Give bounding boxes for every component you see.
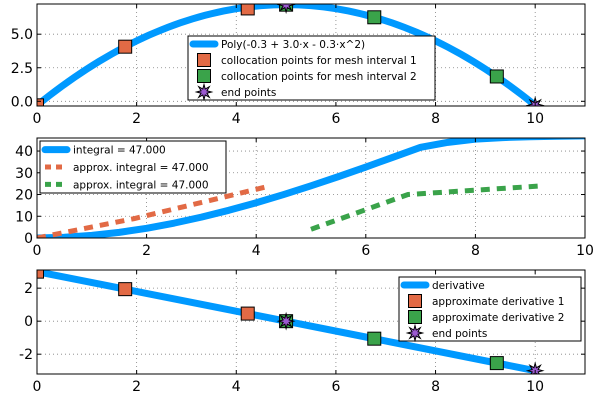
legend-marker-swatch	[197, 53, 211, 67]
y-tick-label: 20	[15, 188, 33, 204]
axes-frame	[36, 137, 586, 239]
y-tick-label: 0.0	[11, 94, 33, 110]
data-point-marker	[489, 69, 504, 84]
data-point-marker	[118, 282, 133, 297]
plot-area	[37, 4, 545, 106]
x-tick-label: 4	[232, 111, 241, 127]
x-tick-label: 0	[33, 379, 42, 395]
legend-box	[187, 35, 436, 101]
legend-label: approximate derivative 1	[432, 296, 564, 308]
legend-label: integral = 47.000	[73, 145, 166, 157]
data-point-marker	[37, 270, 44, 279]
data-point-marker	[240, 4, 255, 16]
x-tick-label: 2	[142, 243, 151, 259]
x-tick-label: 2	[132, 111, 141, 127]
y-tick-label: 0	[24, 231, 33, 247]
x-tick-label: 8	[471, 243, 480, 259]
y-tick-label: 5.0	[11, 27, 33, 43]
legend: Poly(-0.3 + 3.0⋅x - 0.3⋅x^2) collocation …	[187, 35, 436, 102]
end-point-marker	[525, 95, 545, 106]
x-tick-label: 0	[33, 243, 42, 259]
y-tick-label: 0	[24, 314, 33, 330]
x-tick-label: 6	[331, 379, 340, 395]
x-tick-label: 2	[132, 379, 141, 395]
y-tick-label: 40	[15, 144, 33, 160]
legend-marker-swatch	[197, 69, 211, 83]
x-tick-label: 10	[576, 243, 594, 259]
plot-area	[37, 270, 545, 374]
end-point-marker	[276, 311, 296, 331]
legend-label: collocation points for mesh interval 2	[221, 71, 417, 83]
legend-label: approx. integral = 47.000	[73, 162, 209, 174]
data-point-marker	[489, 356, 504, 371]
x-tick-label: 6	[361, 243, 370, 259]
panel-integral: 0 2 4 6 8 10 0 10 20 30 40 integral = 47.000 approx.…	[15, 137, 594, 259]
x-tick-label: 4	[252, 243, 261, 259]
data-point-marker	[367, 10, 382, 25]
data-point-marker	[367, 331, 382, 346]
x-tick-label: 10	[526, 379, 544, 395]
series-line-1	[37, 183, 270, 238]
end-point-marker	[276, 4, 296, 15]
axes-frame	[36, 269, 586, 375]
legend-label: approx. integral = 47.000	[73, 179, 209, 191]
legend-marker-swatch	[405, 323, 425, 343]
x-tick-label: 10	[526, 111, 544, 127]
legend-label: end points	[221, 87, 276, 99]
panel-poly: 0 2 4 6 8 10 0.0 2.5 5.0 Poly(-0.3 + 3.0⋅x - 0.3⋅…	[11, 3, 586, 127]
x-tick-label: 8	[431, 111, 440, 127]
y-tick-label: 30	[15, 166, 33, 182]
legend-label: approximate derivative 2	[432, 312, 564, 324]
y-tick-label: -2	[19, 347, 33, 363]
legend-label: end points	[432, 328, 487, 340]
legend-label: derivative	[432, 280, 485, 292]
legend: integral = 47.000 approx. integral = 47.0…	[39, 140, 227, 194]
legend: derivative approximate derivative 1 approx…	[398, 276, 582, 343]
legend-label: Poly(-0.3 + 3.0⋅x - 0.3⋅x^2)	[221, 39, 365, 51]
x-tick-label: 4	[232, 379, 241, 395]
legend-marker-swatch	[408, 310, 422, 324]
end-point-marker	[525, 361, 545, 374]
legend-label: collocation points for mesh interval 1	[221, 55, 417, 67]
x-tick-label: 6	[331, 111, 340, 127]
data-point-marker	[118, 39, 133, 54]
x-tick-label: 0	[33, 111, 42, 127]
y-tick-label: 10	[15, 209, 33, 225]
x-tick-label: 8	[431, 379, 440, 395]
y-tick-label: 2	[24, 281, 33, 297]
data-point-marker	[240, 306, 255, 321]
legend-box	[39, 140, 227, 194]
series-line-2	[310, 183, 543, 232]
data-point-marker	[37, 98, 44, 106]
legend-marker-swatch	[408, 294, 422, 308]
legend-box	[398, 276, 582, 342]
legend-marker-swatch	[194, 82, 214, 102]
axes-frame	[36, 3, 586, 107]
y-tick-label: 2.5	[11, 61, 33, 77]
